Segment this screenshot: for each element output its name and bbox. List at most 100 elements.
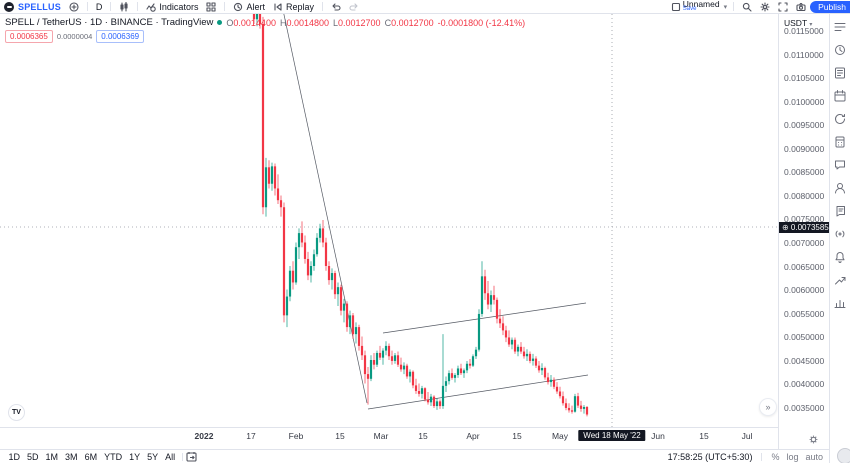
range-1d-button[interactable]: 1D [8, 451, 21, 462]
candle[interactable] [336, 282, 340, 306]
range-5y-button[interactable]: 5Y [147, 451, 159, 462]
trendline-channel-upper[interactable] [382, 302, 587, 334]
candle[interactable] [348, 310, 352, 335]
candle[interactable] [393, 352, 397, 364]
candle[interactable] [378, 345, 382, 360]
range-1y-button[interactable]: 1Y [129, 451, 141, 462]
scale-auto-button[interactable]: auto [805, 451, 823, 462]
candle[interactable] [456, 365, 460, 378]
candle[interactable] [570, 405, 574, 414]
candle[interactable] [321, 219, 325, 248]
candle[interactable] [552, 377, 556, 390]
data-status-icon[interactable] [217, 20, 223, 25]
settings-button[interactable] [756, 0, 774, 13]
candle[interactable] [486, 281, 490, 310]
candle[interactable] [432, 395, 436, 408]
candle[interactable] [288, 266, 292, 302]
chart-title[interactable]: SPELL / TetherUS · 1D · BINANCE · Tradin… [5, 17, 214, 28]
candle[interactable] [501, 316, 505, 336]
scale-log-button[interactable]: log [786, 451, 799, 462]
clock[interactable]: 17:58:25 (UTC+5:30) [667, 451, 753, 462]
candle[interactable] [573, 393, 577, 413]
news-icon[interactable] [833, 66, 847, 80]
time-axis[interactable]: 2022 17 Feb 15 Mar 15 Apr 15 May Jun 15 Jul Wed 18 M… [0, 427, 778, 449]
candle[interactable] [459, 363, 463, 376]
candle[interactable] [579, 400, 583, 412]
candle[interactable] [258, 14, 262, 29]
candle[interactable] [477, 309, 481, 352]
candle[interactable] [330, 268, 334, 290]
symbol-search-button[interactable]: SPELLUS [14, 0, 65, 13]
candle[interactable] [306, 251, 310, 281]
candle[interactable] [276, 174, 280, 204]
candle[interactable] [582, 405, 586, 414]
ideas-stream-icon[interactable] [833, 204, 847, 218]
candle[interactable] [390, 350, 394, 365]
candle[interactable] [417, 383, 421, 397]
candle[interactable] [474, 346, 478, 360]
candle[interactable] [297, 228, 301, 259]
private-chat-icon[interactable] [833, 181, 847, 195]
candle[interactable] [537, 360, 541, 373]
candle[interactable] [342, 298, 346, 323]
calculator-icon[interactable] [833, 135, 847, 149]
candle[interactable] [534, 356, 538, 368]
chart-style-button[interactable] [115, 0, 133, 13]
candle[interactable] [309, 261, 313, 283]
candle[interactable] [507, 330, 511, 347]
range-5d-button[interactable]: 5D [27, 451, 39, 462]
main-menu-button[interactable] [4, 1, 14, 12]
candle[interactable] [420, 385, 424, 399]
alerts-icon[interactable] [833, 43, 847, 57]
candle[interactable] [480, 261, 484, 317]
candle[interactable] [300, 221, 304, 248]
notifications-icon[interactable] [833, 250, 847, 264]
fullscreen-button[interactable] [774, 0, 792, 13]
candle[interactable] [471, 354, 475, 368]
candle[interactable] [549, 375, 553, 387]
candle[interactable] [558, 386, 562, 399]
collapse-panel-button[interactable]: » [759, 398, 777, 416]
candle[interactable] [468, 359, 472, 369]
candle[interactable] [528, 351, 532, 364]
candle[interactable] [429, 393, 433, 407]
layout-name-button[interactable]: Unnamed Save [681, 0, 722, 12]
candle[interactable] [387, 343, 391, 360]
candle[interactable] [489, 290, 493, 313]
chat-icon[interactable] [833, 158, 847, 172]
candle[interactable] [384, 341, 388, 356]
candle[interactable] [252, 14, 256, 24]
screenshot-button[interactable] [792, 0, 810, 13]
replay-button[interactable]: Replay [269, 0, 318, 13]
go-to-date-icon[interactable] [186, 451, 197, 462]
candle[interactable] [402, 362, 406, 375]
candle[interactable] [267, 160, 271, 189]
candle[interactable] [363, 350, 367, 384]
publish-button[interactable]: Publish [810, 0, 850, 13]
undo-button[interactable] [327, 0, 345, 13]
compare-button[interactable] [65, 0, 83, 13]
candle[interactable] [411, 370, 415, 389]
streams-icon[interactable] [833, 227, 847, 241]
candle[interactable] [255, 14, 259, 27]
candle[interactable] [357, 324, 361, 351]
candle[interactable] [327, 261, 331, 285]
candle[interactable] [438, 399, 442, 409]
layout-icon[interactable] [671, 2, 681, 12]
candle[interactable] [441, 334, 445, 409]
data-window-icon[interactable] [833, 296, 847, 310]
candle[interactable] [450, 368, 454, 380]
candle[interactable] [339, 284, 343, 316]
candle[interactable] [315, 233, 319, 257]
range-6m-button[interactable]: 6M [84, 451, 98, 462]
candle[interactable] [324, 237, 328, 271]
scale-%-button[interactable]: % [771, 451, 780, 462]
price-axis[interactable]: USDT ▾ 0.0115000 0.0110000 0.0105000 0.0100… [778, 14, 829, 449]
candle[interactable] [567, 403, 571, 413]
candle[interactable] [369, 355, 373, 382]
candle[interactable] [426, 391, 430, 405]
candle[interactable] [546, 372, 550, 385]
candle[interactable] [504, 325, 508, 343]
candle[interactable] [564, 398, 568, 411]
extension-overlay-icon[interactable] [837, 448, 850, 463]
